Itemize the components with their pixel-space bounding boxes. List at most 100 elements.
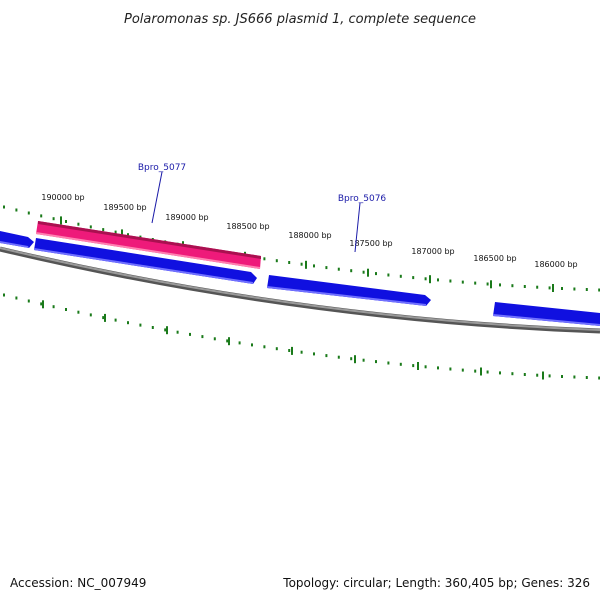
minor-tick (288, 261, 291, 264)
minor-tick (424, 365, 427, 369)
minor-tick (561, 287, 563, 290)
minor-tick (77, 222, 80, 226)
scale-label: 190000 bp (41, 193, 84, 202)
minor-tick (263, 345, 266, 349)
minor-tick (536, 285, 539, 289)
major-tick (480, 367, 482, 376)
major-tick (542, 371, 544, 380)
minor-tick (548, 286, 551, 290)
scale-label: 189000 bp (165, 213, 208, 222)
minor-tick (176, 330, 179, 334)
minor-tick (102, 228, 105, 232)
major-tick (417, 362, 419, 370)
minor-tick (89, 225, 92, 229)
major-tick (354, 355, 356, 364)
gene-arrow-shade (493, 314, 600, 326)
minor-tick (263, 257, 266, 261)
minor-tick (548, 374, 551, 378)
minor-tick (337, 267, 340, 271)
minor-tick (40, 302, 43, 306)
minor-tick (313, 264, 315, 268)
minor-tick (412, 364, 415, 368)
major-tick (228, 337, 230, 346)
minor-tick (437, 278, 439, 282)
minor-tick (300, 350, 303, 354)
minor-tick (127, 233, 129, 237)
minor-tick (536, 373, 539, 377)
minor-tick (151, 326, 154, 329)
minor-tick (499, 371, 501, 375)
gene-label[interactable]: Bpro_5077 (138, 163, 186, 173)
minor-tick (40, 214, 43, 218)
gene-arrow[interactable] (267, 275, 431, 306)
minor-tick (486, 282, 489, 286)
minor-tick (3, 293, 5, 297)
summary-label: Topology: circular; Length: 360,405 bp; … (283, 576, 590, 590)
minor-tick (573, 375, 576, 379)
minor-tick (499, 283, 501, 287)
minor-tick (585, 288, 588, 291)
minor-tick (300, 262, 303, 266)
minor-tick (561, 375, 563, 378)
minor-tick (213, 337, 216, 341)
minor-tick (350, 269, 353, 273)
minor-tick (102, 316, 105, 320)
minor-tick (337, 355, 340, 359)
minor-tick (511, 372, 514, 376)
minor-tick (65, 308, 67, 311)
major-tick (367, 268, 369, 277)
minor-tick (275, 259, 278, 263)
scale-label: 189500 bp (103, 203, 146, 212)
plasmid-backbone-highlight (0, 247, 600, 331)
minor-tick (437, 366, 439, 370)
minor-tick (598, 288, 600, 292)
major-tick (552, 284, 554, 292)
map-title: Polaromonas sp. JS666 plasmid 1, complet… (124, 12, 476, 27)
major-tick (429, 275, 431, 284)
minor-tick (461, 280, 464, 284)
minor-tick (523, 285, 526, 288)
minor-tick (511, 284, 514, 288)
gene-label-leader (354, 202, 361, 253)
accession-label: Accession: NC_007949 (10, 576, 147, 590)
gene-arrow-shade (0, 241, 29, 248)
minor-tick (201, 335, 204, 339)
scale-label: 188500 bp (226, 222, 269, 231)
minor-tick (288, 349, 291, 352)
gene-label[interactable]: Bpro_5076 (338, 194, 387, 204)
minor-tick (325, 354, 328, 358)
minor-tick (114, 318, 117, 322)
minor-tick (375, 360, 377, 364)
minor-tick (164, 328, 167, 332)
minor-tick (127, 321, 129, 325)
minor-tick (226, 339, 229, 343)
minor-tick (573, 287, 576, 291)
gene-arrow[interactable] (493, 302, 600, 326)
minor-tick (598, 376, 600, 380)
minor-tick (238, 341, 241, 345)
major-tick (42, 300, 44, 309)
minor-tick (275, 347, 278, 351)
minor-tick (449, 367, 452, 371)
major-tick (104, 313, 106, 322)
minor-tick (424, 277, 427, 281)
gene-arrow[interactable] (34, 238, 257, 284)
major-tick (490, 280, 492, 289)
minor-tick (15, 296, 18, 300)
minor-tick (387, 273, 390, 277)
minor-tick (77, 310, 80, 314)
minor-tick (461, 368, 464, 372)
minor-tick (15, 208, 18, 212)
minor-tick (362, 270, 365, 274)
minor-tick (89, 313, 92, 317)
minor-tick (139, 323, 142, 327)
highlighted-gene-bar[interactable] (36, 221, 261, 269)
gene-label-leader (151, 171, 163, 224)
gene-arrow-shade (267, 286, 426, 306)
scale-labels: 190000 bp 189500 bp 189000 bp 188500 bp … (41, 193, 577, 269)
gene-arrow-shade (34, 248, 253, 284)
minor-tick (52, 217, 55, 221)
minor-tick (27, 211, 30, 215)
minor-tick (114, 230, 117, 234)
scale-label: 187500 bp (349, 239, 392, 248)
